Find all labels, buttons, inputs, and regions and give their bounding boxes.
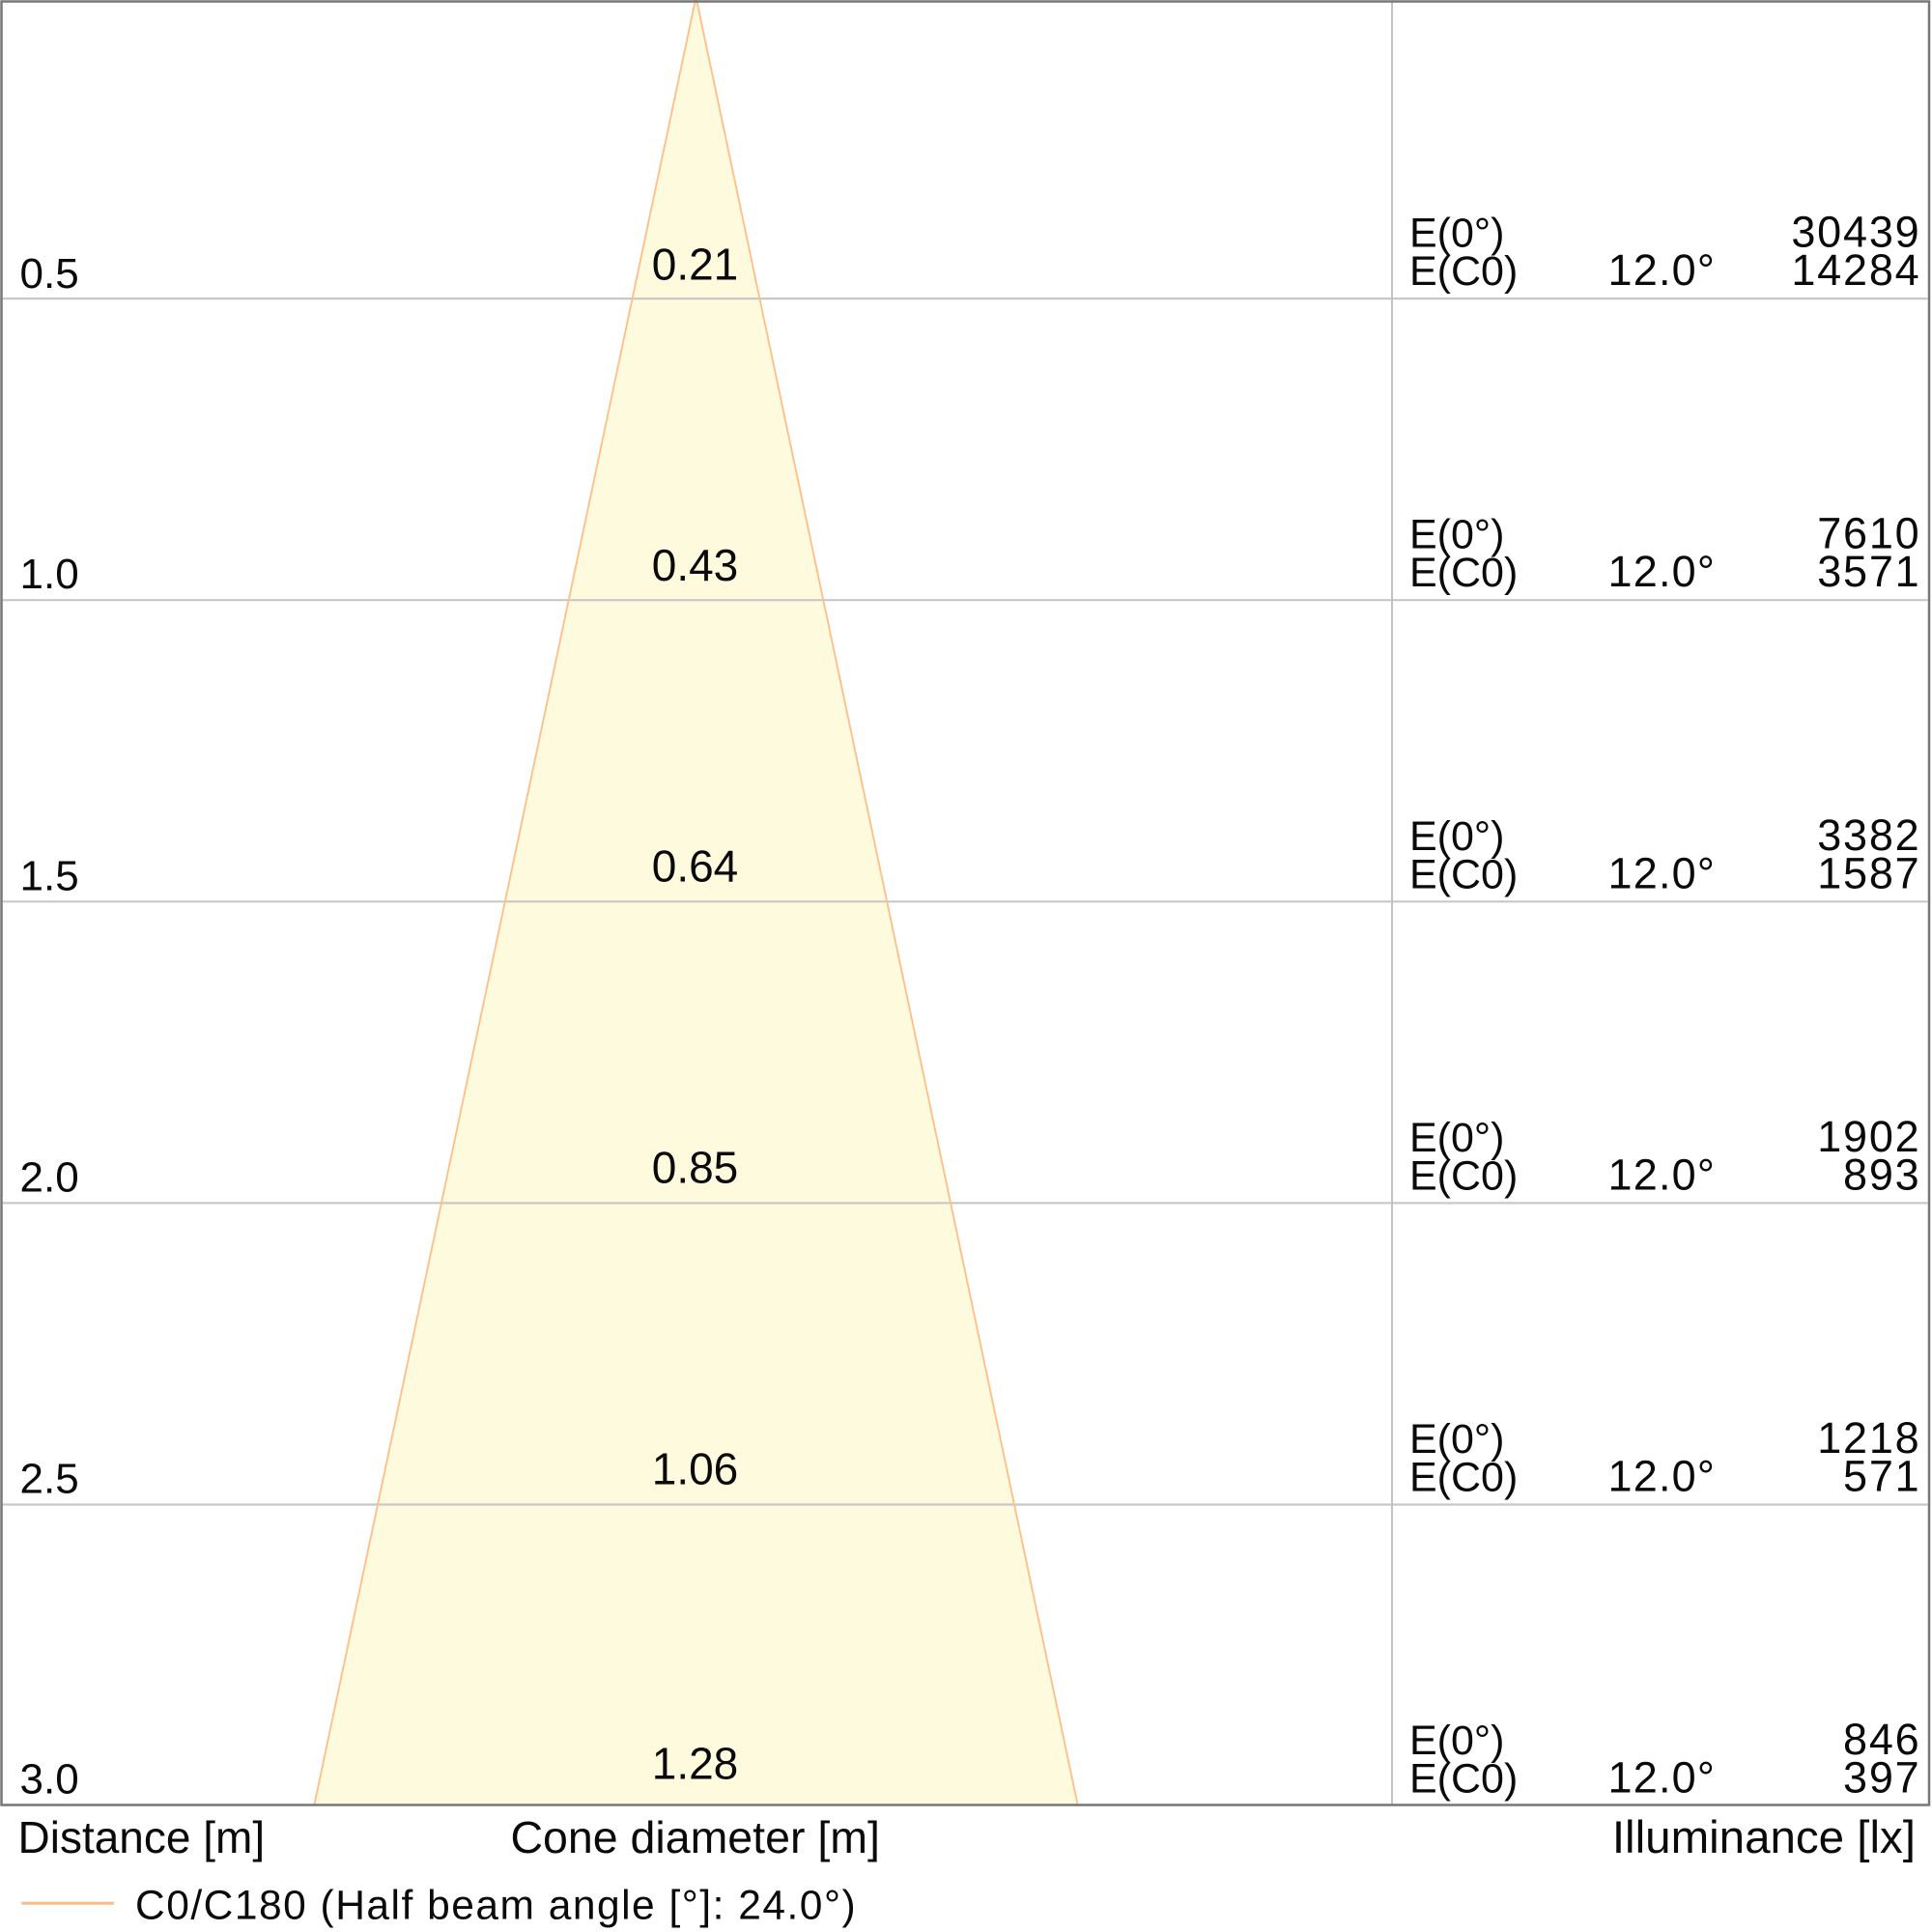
svg-text:1.0: 1.0	[20, 551, 79, 598]
svg-text:0.85: 0.85	[652, 1142, 739, 1192]
svg-text:0.21: 0.21	[652, 240, 739, 290]
svg-text:1587: 1587	[1817, 848, 1920, 897]
svg-text:E(C0): E(C0)	[1409, 248, 1518, 295]
svg-text:2.0: 2.0	[20, 1153, 79, 1201]
svg-text:1.06: 1.06	[652, 1444, 739, 1494]
svg-text:893: 893	[1843, 1150, 1920, 1199]
svg-text:E(C0): E(C0)	[1409, 1756, 1518, 1803]
svg-text:846: 846	[1843, 1715, 1920, 1764]
svg-text:1.28: 1.28	[652, 1738, 739, 1788]
svg-text:12.0°: 12.0°	[1608, 848, 1717, 897]
svg-text:3571: 3571	[1817, 547, 1920, 596]
svg-text:12.0°: 12.0°	[1608, 1150, 1717, 1199]
svg-text:0.5: 0.5	[20, 250, 79, 298]
svg-text:E(C0): E(C0)	[1409, 851, 1518, 897]
svg-text:7610: 7610	[1817, 509, 1920, 558]
svg-text:E(C0): E(C0)	[1409, 550, 1518, 596]
svg-text:12.0°: 12.0°	[1608, 245, 1717, 295]
svg-text:1902: 1902	[1817, 1112, 1920, 1161]
svg-text:397: 397	[1843, 1753, 1920, 1803]
svg-text:2.5: 2.5	[20, 1456, 79, 1503]
svg-text:1.5: 1.5	[20, 852, 79, 899]
svg-text:Cone diameter [m]: Cone diameter [m]	[510, 1812, 880, 1862]
svg-text:Illuminance [lx]: Illuminance [lx]	[1612, 1812, 1916, 1863]
svg-text:12.0°: 12.0°	[1608, 547, 1717, 596]
svg-text:E(C0): E(C0)	[1409, 1152, 1518, 1199]
svg-text:0.64: 0.64	[652, 840, 739, 891]
svg-text:C0/C180 (Half beam angle [°]:: C0/C180 (Half beam angle [°]: 24.0°)	[135, 1884, 857, 1929]
svg-text:E(0°): E(0°)	[1409, 813, 1504, 860]
svg-text:1218: 1218	[1817, 1413, 1920, 1463]
svg-text:30439: 30439	[1791, 208, 1920, 257]
svg-text:E(C0): E(C0)	[1409, 1455, 1518, 1501]
svg-text:E(0°): E(0°)	[1409, 512, 1504, 558]
svg-text:12.0°: 12.0°	[1608, 1753, 1717, 1803]
svg-text:E(0°): E(0°)	[1409, 1718, 1504, 1764]
svg-text:E(0°): E(0°)	[1409, 211, 1504, 257]
svg-text:571: 571	[1843, 1452, 1920, 1501]
svg-text:3382: 3382	[1817, 810, 1920, 860]
svg-text:E(0°): E(0°)	[1409, 1416, 1504, 1463]
svg-text:14284: 14284	[1791, 245, 1920, 295]
svg-text:0.43: 0.43	[652, 540, 739, 590]
svg-text:E(0°): E(0°)	[1409, 1115, 1504, 1161]
svg-text:Distance [m]: Distance [m]	[18, 1812, 266, 1862]
svg-text:3.0: 3.0	[20, 1756, 79, 1804]
svg-text:12.0°: 12.0°	[1608, 1452, 1717, 1501]
